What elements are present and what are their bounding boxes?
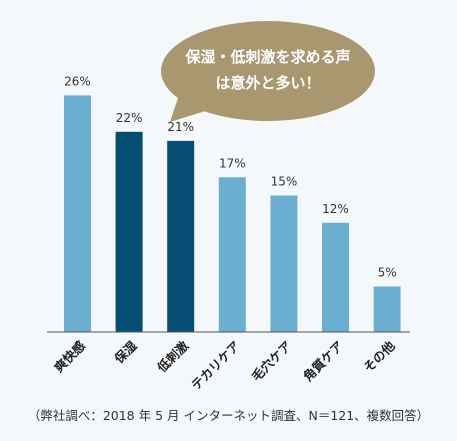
value-label-1: 26% <box>64 74 91 88</box>
bars-group <box>64 95 401 333</box>
category-label-7: その他 <box>361 338 398 375</box>
callout-line-2: は意外と多い！ <box>215 74 321 92</box>
bar-7 <box>373 286 401 332</box>
bar-2 <box>115 131 143 332</box>
category-label-2: 保湿 <box>111 338 140 367</box>
speech-bubble-shape <box>161 21 375 121</box>
category-label-4: テカリケア <box>188 338 243 393</box>
callout-line-1: 保湿・低刺激を求める声 <box>185 48 351 66</box>
value-labels-group: 26% 22% 21% 17% 15% 12% 5% <box>64 74 396 279</box>
bar-6 <box>322 222 349 332</box>
speech-bubble <box>161 21 375 122</box>
category-label-5: 毛穴ケア <box>249 338 295 384</box>
bar-5 <box>270 195 298 332</box>
category-label-3: 低刺激 <box>153 338 191 376</box>
bar-3 <box>167 140 195 332</box>
value-label-6: 12% <box>322 202 349 216</box>
category-label-6: 角質ケア <box>300 338 346 384</box>
value-label-7: 5% <box>378 266 397 280</box>
value-label-2: 22% <box>116 111 143 125</box>
footnote: （弊社調べ：2018 年 5 月 インターネット調査、N＝121、複数回答） <box>27 408 430 423</box>
value-label-4: 17% <box>219 156 246 170</box>
category-label-1: 爽快感 <box>51 338 88 375</box>
speech-bubble-tail <box>170 92 215 122</box>
callout-text: 保湿・低刺激を求める声 は意外と多い！ <box>168 44 368 96</box>
bar-4 <box>218 177 246 332</box>
value-label-3: 21% <box>167 120 194 134</box>
bar-1 <box>64 95 91 333</box>
value-label-5: 15% <box>271 175 298 189</box>
